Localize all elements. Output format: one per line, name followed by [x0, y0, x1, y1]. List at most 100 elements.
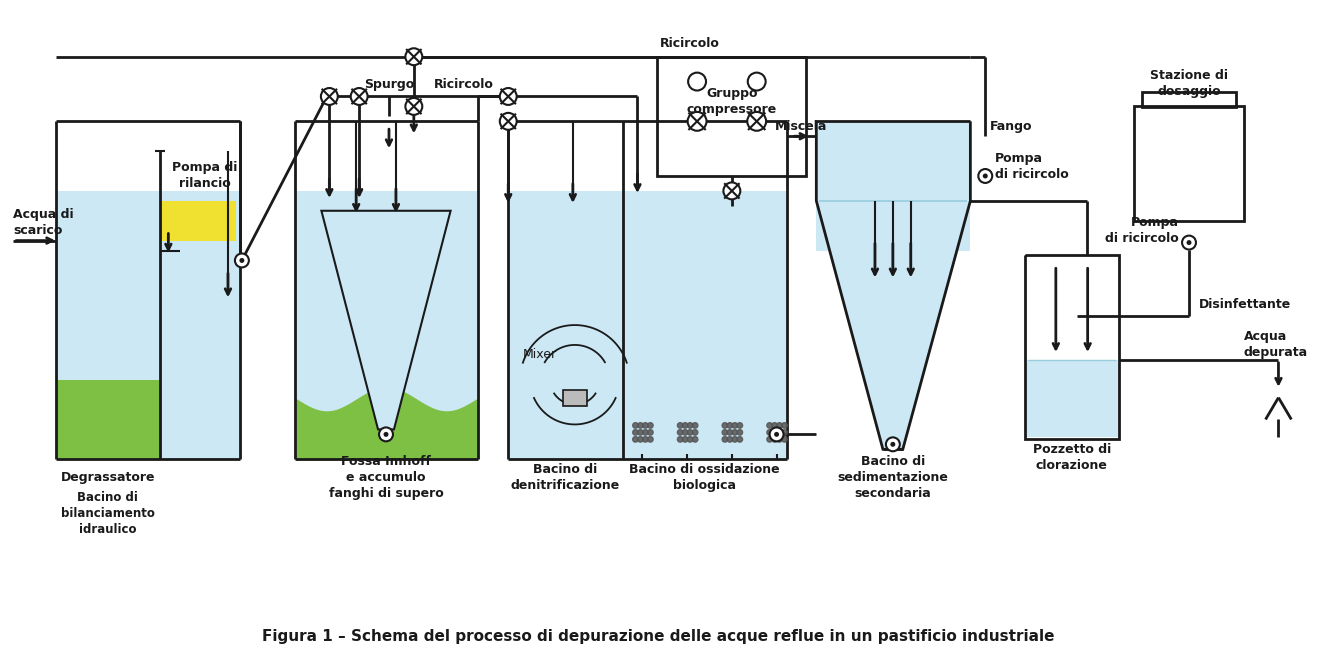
- Circle shape: [637, 430, 644, 435]
- Bar: [657, 57, 806, 176]
- Text: Mixer: Mixer: [524, 349, 558, 361]
- Bar: [1134, 106, 1244, 220]
- Text: Fango: Fango: [990, 120, 1032, 133]
- Circle shape: [642, 430, 648, 435]
- Bar: [160, 191, 239, 459]
- Text: Disinfettante: Disinfettante: [1199, 298, 1292, 311]
- Circle shape: [772, 430, 777, 435]
- Circle shape: [637, 437, 644, 442]
- Text: Acqua di
scarico: Acqua di scarico: [13, 208, 74, 237]
- Circle shape: [682, 437, 687, 442]
- Circle shape: [781, 430, 788, 435]
- Bar: [816, 191, 970, 250]
- Circle shape: [1187, 240, 1191, 245]
- Text: Ricircolo: Ricircolo: [660, 37, 720, 50]
- Circle shape: [693, 423, 698, 428]
- Bar: [160, 201, 235, 240]
- Circle shape: [633, 437, 639, 442]
- Circle shape: [637, 423, 644, 428]
- Text: Bacino di
bilanciamento
idraulico: Bacino di bilanciamento idraulico: [61, 492, 155, 536]
- Circle shape: [738, 437, 743, 442]
- Circle shape: [727, 437, 732, 442]
- Circle shape: [350, 88, 368, 105]
- Circle shape: [1182, 236, 1196, 250]
- Circle shape: [777, 423, 783, 428]
- Bar: [1025, 360, 1120, 438]
- Circle shape: [633, 430, 639, 435]
- Circle shape: [772, 423, 777, 428]
- Circle shape: [383, 432, 389, 437]
- Bar: [1142, 92, 1236, 108]
- Circle shape: [777, 430, 783, 435]
- Circle shape: [891, 442, 895, 447]
- Circle shape: [738, 423, 743, 428]
- Circle shape: [727, 430, 732, 435]
- Circle shape: [687, 430, 693, 435]
- Circle shape: [727, 423, 732, 428]
- Text: Pompa di
rilancio: Pompa di rilancio: [172, 162, 238, 190]
- Bar: [563, 389, 587, 405]
- Circle shape: [677, 423, 683, 428]
- Circle shape: [886, 438, 900, 452]
- Text: Acqua
depurata: Acqua depurata: [1244, 331, 1307, 359]
- Text: Fossa Imhoff
e accumulo
fanghi di supero: Fossa Imhoff e accumulo fanghi di supero: [329, 455, 443, 500]
- Text: Pompa
di ricircolo: Pompa di ricircolo: [995, 152, 1069, 180]
- Text: Degrassatore: Degrassatore: [61, 471, 155, 484]
- Circle shape: [738, 430, 743, 435]
- Text: Spurgo: Spurgo: [364, 78, 414, 91]
- Circle shape: [682, 430, 687, 435]
- Text: Figura 1 – Schema del processo di depurazione delle acque reflue in un pastifici: Figura 1 – Schema del processo di depura…: [262, 629, 1055, 644]
- Circle shape: [772, 437, 777, 442]
- Circle shape: [642, 423, 648, 428]
- Circle shape: [722, 430, 727, 435]
- Circle shape: [677, 437, 683, 442]
- Circle shape: [732, 430, 738, 435]
- Circle shape: [689, 73, 706, 90]
- Circle shape: [406, 48, 422, 65]
- Circle shape: [781, 437, 788, 442]
- Text: Pozzetto di
clorazione: Pozzetto di clorazione: [1032, 443, 1110, 472]
- Circle shape: [693, 430, 698, 435]
- Circle shape: [747, 112, 767, 131]
- Circle shape: [722, 423, 727, 428]
- Bar: [56, 191, 160, 459]
- Text: Bacino di ossidazione
biologica: Bacino di ossidazione biologica: [629, 463, 780, 492]
- Circle shape: [687, 112, 706, 131]
- Text: Miscela: Miscela: [775, 120, 828, 133]
- Text: Stazione di
dosaggio: Stazione di dosaggio: [1150, 69, 1228, 98]
- Text: Ricircolo: Ricircolo: [434, 78, 493, 91]
- Circle shape: [239, 258, 245, 263]
- Bar: [56, 379, 160, 459]
- Bar: [160, 240, 235, 261]
- Circle shape: [648, 430, 653, 435]
- Circle shape: [500, 88, 517, 105]
- Text: Pompa
di ricircolo: Pompa di ricircolo: [1105, 216, 1179, 245]
- Text: Gruppo
compressore: Gruppo compressore: [686, 87, 777, 116]
- Circle shape: [633, 423, 639, 428]
- Circle shape: [682, 423, 687, 428]
- Circle shape: [321, 88, 338, 105]
- Polygon shape: [321, 211, 451, 430]
- Circle shape: [767, 423, 772, 428]
- Bar: [508, 191, 787, 459]
- Circle shape: [767, 437, 772, 442]
- Circle shape: [982, 174, 988, 178]
- Circle shape: [769, 428, 784, 442]
- Polygon shape: [816, 122, 970, 450]
- Bar: [295, 191, 479, 459]
- Circle shape: [687, 437, 693, 442]
- Circle shape: [732, 437, 738, 442]
- Text: Bacino di
sedimentazione
secondaria: Bacino di sedimentazione secondaria: [837, 455, 948, 500]
- Circle shape: [777, 437, 783, 442]
- Circle shape: [406, 98, 422, 115]
- Text: Bacino di
denitrificazione: Bacino di denitrificazione: [510, 463, 620, 492]
- Circle shape: [648, 437, 653, 442]
- Circle shape: [775, 432, 779, 437]
- Circle shape: [723, 182, 740, 199]
- Circle shape: [235, 253, 249, 267]
- Circle shape: [767, 430, 772, 435]
- Circle shape: [732, 423, 738, 428]
- Circle shape: [978, 169, 993, 183]
- Circle shape: [687, 423, 693, 428]
- Circle shape: [642, 437, 648, 442]
